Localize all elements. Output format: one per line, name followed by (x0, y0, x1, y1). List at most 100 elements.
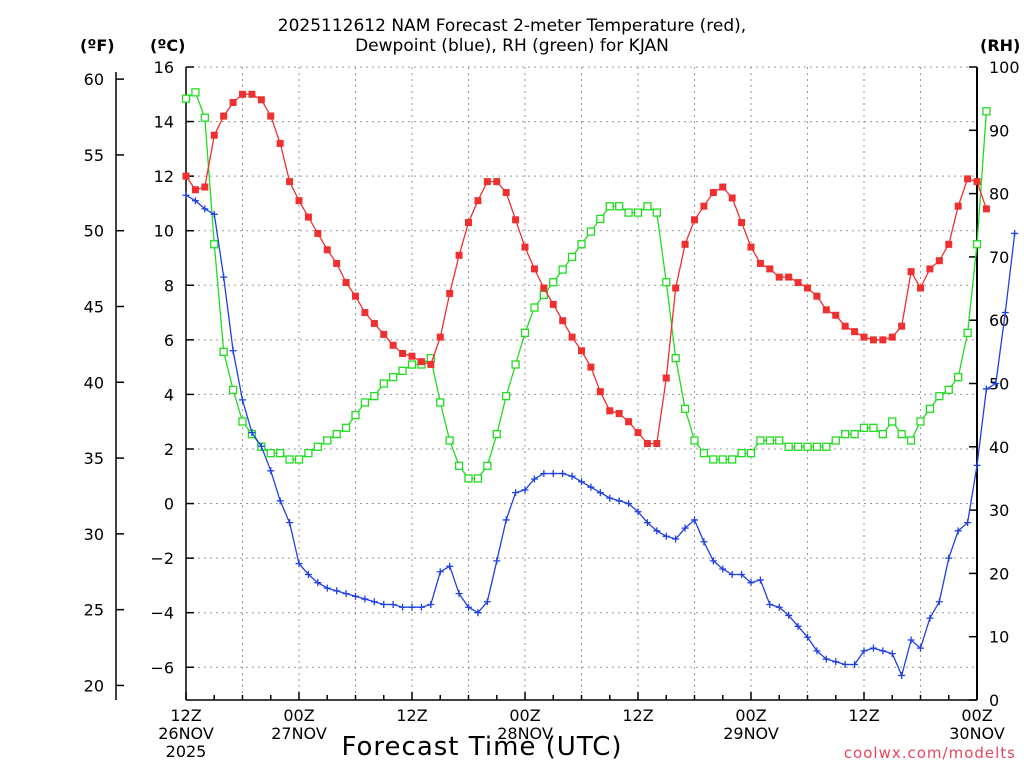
dewpoint-point (502, 516, 510, 524)
temperature-point (719, 183, 727, 191)
temperature-series (182, 90, 990, 448)
dewpoint-point (540, 470, 548, 478)
temperature-point (568, 333, 576, 341)
dewpoint-point (606, 494, 614, 502)
rh-point (464, 474, 473, 483)
dewpoint-point (417, 603, 425, 611)
dewpoint-point (1001, 309, 1009, 317)
dewpoint-point (907, 636, 915, 644)
x-tick-label: 27NOV (271, 724, 327, 743)
dewpoint-point (229, 347, 237, 355)
dewpoint-point (747, 579, 755, 587)
rh-point (341, 423, 351, 432)
temperature-point (596, 388, 604, 396)
dewpoint-point (869, 644, 877, 652)
temperature-point (766, 265, 774, 273)
rh-unit-label: (RH) (980, 36, 1021, 55)
dewpoint-point (879, 647, 887, 655)
dewpoint-point (333, 587, 341, 595)
dewpoint-point (822, 655, 830, 663)
temperature-point (380, 330, 388, 338)
dewpoint-point (756, 576, 764, 584)
temperature-point (851, 328, 859, 336)
celsius-tick-label: −2 (150, 549, 174, 568)
temperature-point (662, 374, 670, 382)
rh-point (370, 392, 379, 401)
rh-point (210, 240, 219, 249)
dewpoint-point (982, 385, 990, 393)
temperature-point (643, 440, 651, 448)
temperature-point (954, 202, 962, 210)
dewpoint-point (587, 483, 595, 491)
temperature-point (323, 246, 331, 254)
celsius-tick-label: 12 (154, 167, 174, 186)
dewpoint-point (408, 603, 416, 611)
rh-series (181, 88, 991, 483)
temperature-point (276, 139, 284, 147)
temperature-point (945, 240, 953, 248)
temperature-point (455, 251, 463, 259)
temperature-point (446, 289, 454, 297)
rh-point (332, 429, 341, 439)
dewpoint-point (709, 557, 717, 565)
temperature-point (295, 197, 303, 205)
dewpoint-point (427, 601, 435, 609)
temperature-point (370, 319, 378, 327)
rh-point (407, 360, 417, 369)
dewpoint-point (436, 568, 444, 576)
fahrenheit-tick-label: 40 (84, 373, 104, 392)
temperature-point (333, 259, 341, 267)
temperature-point (549, 300, 557, 308)
rh-point (238, 417, 247, 426)
rh-point (276, 448, 285, 458)
celsius-tick-label: 14 (154, 113, 174, 132)
dewpoint-point (775, 603, 783, 611)
rh-point (793, 442, 803, 451)
temperature-point (182, 172, 190, 180)
dewpoint-point (380, 601, 388, 609)
dewpoint-point (634, 508, 642, 516)
dewpoint-point (841, 661, 849, 669)
rh-point (831, 436, 840, 445)
dewpoint-point (804, 633, 811, 641)
rh-point (577, 240, 586, 249)
dewpoint-point (832, 658, 840, 666)
temperature-point (935, 257, 943, 265)
dewpoint-point (286, 519, 294, 527)
rh-tick-label: 70 (989, 248, 1009, 267)
temperature-point (869, 336, 877, 344)
dewpoint-point (191, 197, 199, 205)
rh-point (323, 436, 332, 445)
rh-point (294, 455, 304, 464)
dewpoint-point (295, 560, 303, 568)
x-axis-title: Forecast Time (UTC) (341, 732, 623, 762)
x-tick-label: 29NOV (723, 724, 779, 743)
rh-point (313, 442, 322, 451)
dewpoint-point (578, 478, 585, 486)
rh-point (737, 448, 746, 458)
temperature-point (681, 240, 689, 248)
dewpoint-point (596, 489, 604, 497)
fahrenheit-tick-label: 25 (84, 601, 104, 620)
x-tick-label: 00Z (509, 706, 540, 725)
dewpoint-point (945, 554, 953, 562)
x-tick-label: 26NOV (158, 724, 214, 743)
x-tick-label: 00Z (735, 706, 766, 725)
dewpoint-point (512, 489, 520, 497)
rh-point (304, 448, 313, 458)
celsius-tick-label: 0 (164, 495, 174, 514)
dewpoint-point (662, 532, 670, 540)
dewpoint-point (530, 475, 538, 483)
celsius-tick-label: 4 (164, 385, 174, 404)
rh-point (869, 423, 878, 432)
temperature-point (201, 183, 209, 191)
x-tick-label: 28NOV (497, 724, 553, 743)
dewpoint-point (257, 442, 265, 450)
temperature-point (314, 229, 322, 237)
x-tick-label: 2025 (166, 742, 207, 761)
temperature-point (898, 322, 906, 330)
celsius-tick-label: 10 (154, 222, 174, 241)
celsius-tick-label: 8 (164, 276, 174, 295)
temperature-point (267, 112, 275, 120)
dewpoint-point (794, 622, 802, 630)
